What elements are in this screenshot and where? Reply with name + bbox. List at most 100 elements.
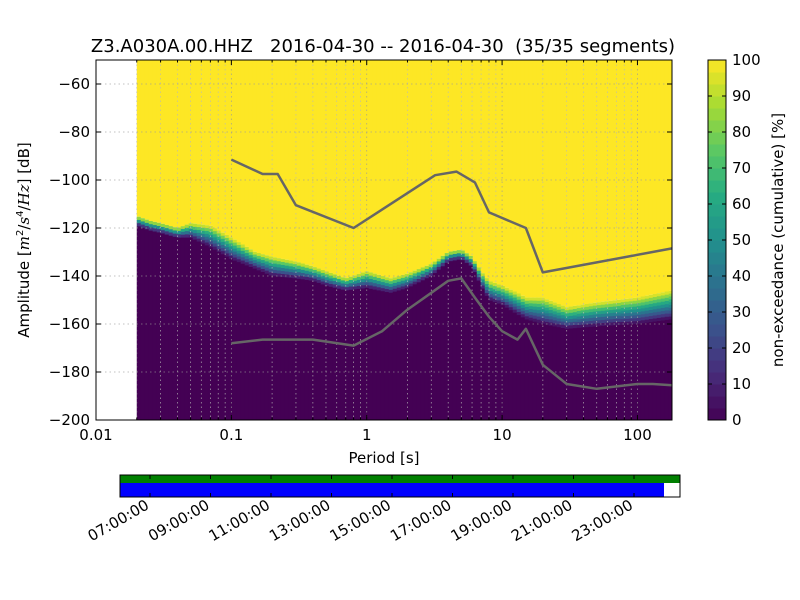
- heatmap-cell-high: [516, 60, 522, 294]
- heatmap-cell-mid: [400, 283, 406, 287]
- heatmap-cell-mid: [244, 262, 250, 266]
- heatmap-cell-mid: [476, 277, 482, 282]
- heatmap-cell-mid: [552, 320, 558, 324]
- heatmap-cell-low: [576, 327, 582, 420]
- heatmap-cell-mid: [644, 310, 650, 315]
- y-tick-label: −120: [49, 219, 90, 237]
- heatmap-cell-mid: [532, 297, 538, 302]
- heatmap-cell-high: [504, 60, 510, 288]
- colorbar-segment: [708, 324, 726, 337]
- heatmap-cell-high: [652, 60, 658, 294]
- heatmap-cell-mid: [484, 281, 490, 285]
- colorbar-segment: [708, 360, 726, 373]
- heatmap-cell-mid: [420, 267, 426, 272]
- heatmap-cell-high: [388, 60, 394, 279]
- heatmap-cell-mid: [456, 256, 462, 261]
- heatmap-cell-mid: [572, 312, 578, 316]
- heatmap-cell-low: [476, 280, 482, 420]
- heatmap-cell-low: [588, 326, 594, 420]
- heatmap-cell-mid: [600, 310, 606, 315]
- colorbar-segment: [708, 84, 726, 97]
- colorbar: [708, 60, 726, 421]
- heatmap-cell-mid: [564, 316, 570, 321]
- heatmap-cell-mid: [164, 224, 170, 229]
- heatmap-cell-mid: [404, 279, 410, 283]
- heatmap-cell-mid: [284, 259, 290, 264]
- heatmap-cell-mid: [284, 262, 290, 267]
- heatmap-cell-mid: [184, 231, 190, 235]
- heatmap-cell-mid: [540, 303, 546, 307]
- heatmap-cell-mid: [604, 319, 610, 324]
- heatmap-cell-mid: [588, 320, 594, 325]
- heatmap-cell-low: [204, 245, 210, 420]
- heatmap-cell-mid: [536, 300, 542, 305]
- heatmap-cell-mid: [320, 278, 326, 283]
- heatmap-cell-mid: [324, 271, 330, 275]
- heatmap-cell-mid: [600, 307, 606, 312]
- heatmap-cell-mid: [288, 272, 294, 276]
- heatmap-cell-high: [636, 60, 642, 298]
- heatmap-cell-mid: [544, 304, 550, 309]
- heatmap-cell-mid: [504, 287, 510, 292]
- heatmap-cell-low: [216, 251, 222, 420]
- heatmap-cell-mid: [576, 313, 582, 318]
- heatmap-cell-mid: [520, 314, 526, 318]
- heatmap-cell-mid: [500, 301, 506, 306]
- heatmap-cell-mid: [496, 284, 502, 289]
- heatmap-cell-low: [196, 241, 202, 420]
- heatmap-cell-high: [500, 60, 506, 286]
- colorbar-segment: [708, 408, 726, 421]
- heatmap-cell-mid: [548, 300, 554, 305]
- heatmap-cell-mid: [212, 228, 218, 232]
- heatmap-cell-mid: [524, 313, 530, 317]
- heatmap-cell-mid: [536, 316, 542, 321]
- heatmap-cell-mid: [616, 306, 622, 310]
- heatmap-cell-mid: [228, 255, 234, 260]
- heatmap-cell-mid: [468, 262, 474, 267]
- heatmap-cell-low: [352, 289, 358, 420]
- heatmap-cell-high: [544, 60, 550, 300]
- heatmap-cell-mid: [620, 307, 626, 312]
- heatmap-cell-mid: [592, 317, 598, 322]
- heatmap-cell-high: [272, 60, 278, 258]
- heatmap-cell-mid: [484, 287, 490, 291]
- heatmap-cell-mid: [348, 286, 354, 291]
- heatmap-cell-mid: [600, 301, 606, 306]
- heatmap-cell-low: [336, 288, 342, 420]
- heatmap-cell-mid: [148, 220, 154, 225]
- high-noise-model-line: [230, 158, 673, 274]
- heatmap-cell-mid: [216, 245, 222, 250]
- heatmap-cell-mid: [612, 315, 618, 320]
- heatmap-cell-mid: [236, 250, 242, 255]
- heatmap-cell-mid: [204, 242, 210, 246]
- heatmap-cell-mid: [524, 310, 530, 314]
- y-tick-label: −200: [49, 411, 90, 429]
- heatmap-cell-high: [648, 60, 654, 295]
- heatmap-cell-mid: [432, 261, 438, 265]
- heatmap-cell-mid: [624, 304, 630, 308]
- heatmap-cell-mid: [484, 289, 490, 294]
- heatmap-cell-mid: [580, 318, 586, 323]
- heatmap-cell-mid: [588, 315, 594, 319]
- heatmap-cell-mid: [624, 298, 630, 303]
- heatmap-cell-mid: [268, 269, 274, 273]
- heatmap-cell-mid: [632, 306, 638, 311]
- heatmap-cell-mid: [156, 229, 162, 233]
- heatmap-cell-mid: [616, 299, 622, 304]
- heatmap-cell-mid: [608, 313, 614, 317]
- heatmap-cell-mid: [344, 284, 350, 288]
- heatmap-cell-mid: [320, 270, 326, 274]
- heatmap-cell-mid: [308, 274, 314, 279]
- heatmap-cell-mid: [244, 256, 250, 260]
- heatmap-cell-mid: [472, 266, 478, 270]
- heatmap-cell-mid: [536, 303, 542, 308]
- heatmap-cell-mid: [228, 246, 234, 251]
- heatmap-cell-mid: [220, 248, 226, 252]
- heatmap-cell-high: [448, 60, 454, 252]
- heatmap-cell-high: [360, 60, 366, 273]
- colorbar-segment: [708, 396, 726, 409]
- heatmap-cell-mid: [664, 294, 670, 299]
- heatmap-cell-mid: [212, 240, 218, 245]
- heatmap-cell-mid: [452, 250, 458, 255]
- heatmap-cell-high: [200, 60, 206, 225]
